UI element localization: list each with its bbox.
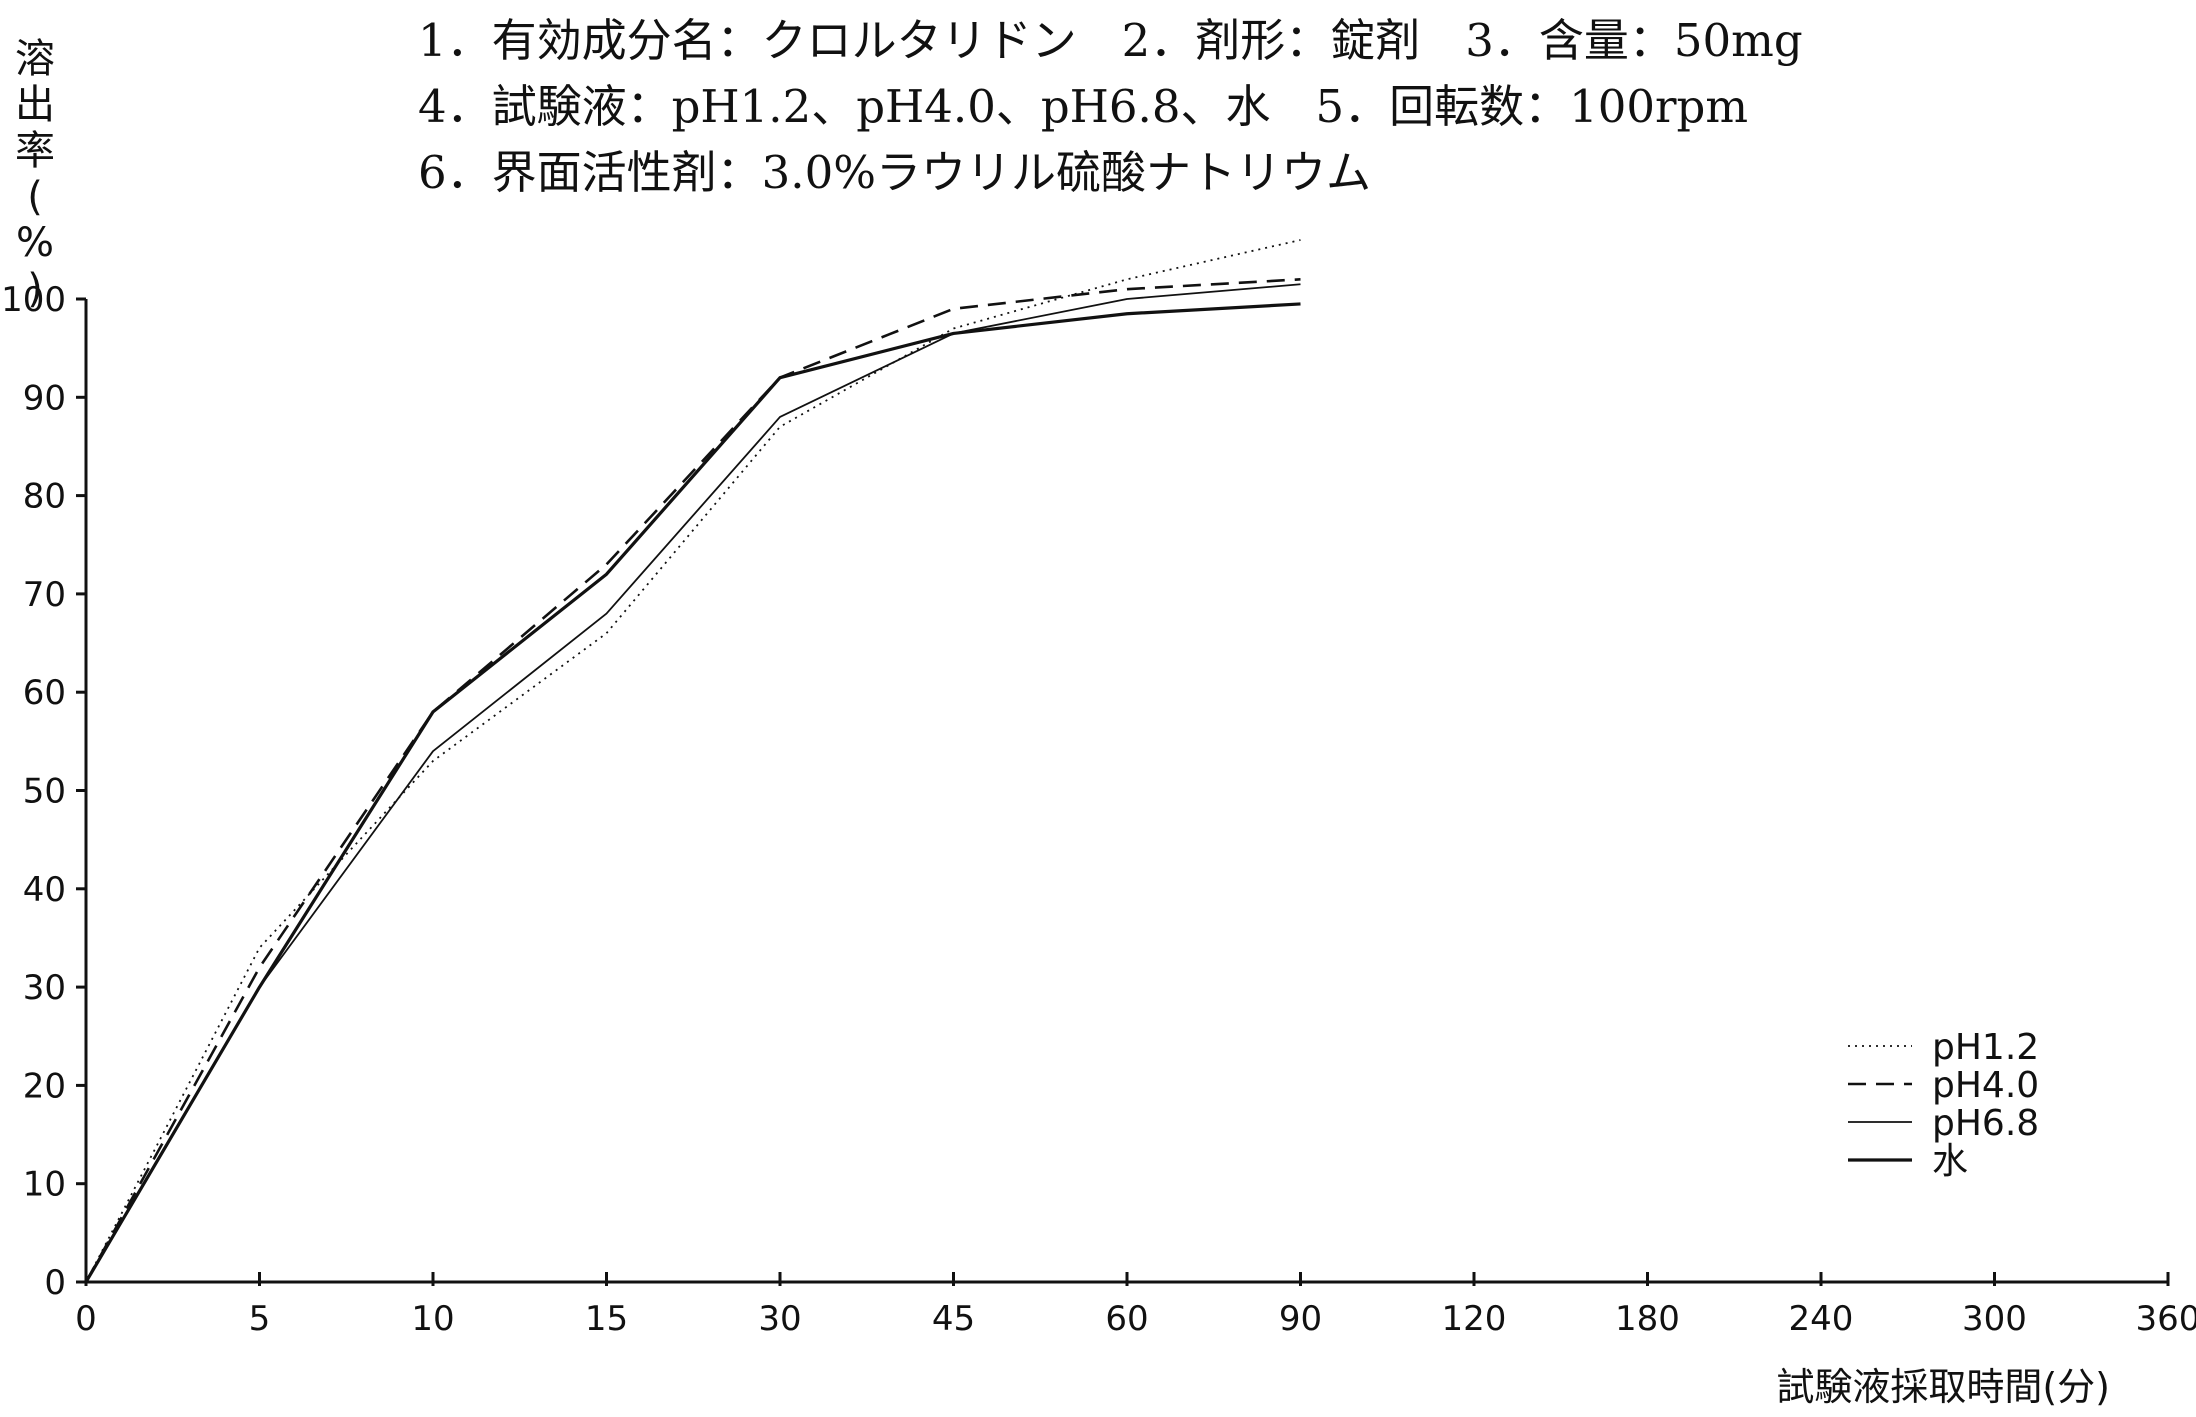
y-tick-label: 100 [1,280,66,320]
chart-series [84,239,1301,1283]
series-line-3 [84,302,1301,1283]
y-tick-label: 10 [23,1165,66,1205]
y-tick-label: 40 [23,870,66,910]
series-line-1 [84,278,1301,1283]
y-axis-label-char: ) [27,266,43,312]
y-tick-label: 80 [23,477,66,517]
x-tick-label: 60 [1105,1299,1148,1339]
header-line-1: 1．有効成分名：クロルタリドン 2．剤形：錠剤 3．含量：50mg [418,14,1803,67]
x-tick-label: 0 [75,1299,97,1339]
x-tick-label: 90 [1279,1299,1322,1339]
x-tick-label: 240 [1789,1299,1854,1339]
series-line-0 [85,239,1301,1283]
y-tick-label: 30 [23,968,66,1008]
legend-label-1: pH4.0 [1932,1065,2039,1106]
header-line-2: 4．試験液：pH1.2、pH4.0、pH6.8、水 5．回転数：100rpm [418,80,1748,133]
x-tick-label: 180 [1615,1299,1680,1339]
legend-label-2: pH6.8 [1932,1103,2039,1144]
y-tick-label: 0 [44,1263,66,1303]
y-axis-label-char: % [15,220,54,266]
chart-axes: 0 10 20 30 40 50 60 70 80 90 100 0 5 10 15 30 45 60 90 120 1… [1,280,2196,1339]
y-axis-label-char: 率 [15,128,55,174]
y-tick-label: 50 [23,772,66,812]
y-tick-label: 90 [23,378,66,418]
series-line-2 [85,283,1301,1283]
y-axis-label-char: ( [27,174,43,220]
y-axis-label: 溶 出 率 ( % ) [12,36,58,312]
x-tick-label: 360 [2136,1299,2196,1339]
legend-label-3: 水 [1932,1141,1968,1182]
y-axis-label-char: 溶 [15,36,55,82]
x-tick-label: 30 [758,1299,801,1339]
x-tick-label: 10 [411,1299,454,1339]
y-tick-label: 70 [23,575,66,615]
x-axis-label: 試験液採取時間(分) [1776,1365,2110,1409]
y-axis-label-char: 出 [15,82,55,128]
y-tick-label: 20 [23,1066,66,1106]
x-tick-label: 120 [1442,1299,1507,1339]
y-tick-label: 60 [23,673,66,713]
x-tick-label: 15 [585,1299,628,1339]
x-tick-label: 5 [249,1299,271,1339]
x-tick-label: 300 [1962,1299,2027,1339]
header-line-3: 6．界面活性剤：3.0%ラウリル硫酸ナトリウム [418,146,1371,199]
x-tick-label: 45 [932,1299,975,1339]
legend-label-0: pH1.2 [1932,1027,2039,1068]
